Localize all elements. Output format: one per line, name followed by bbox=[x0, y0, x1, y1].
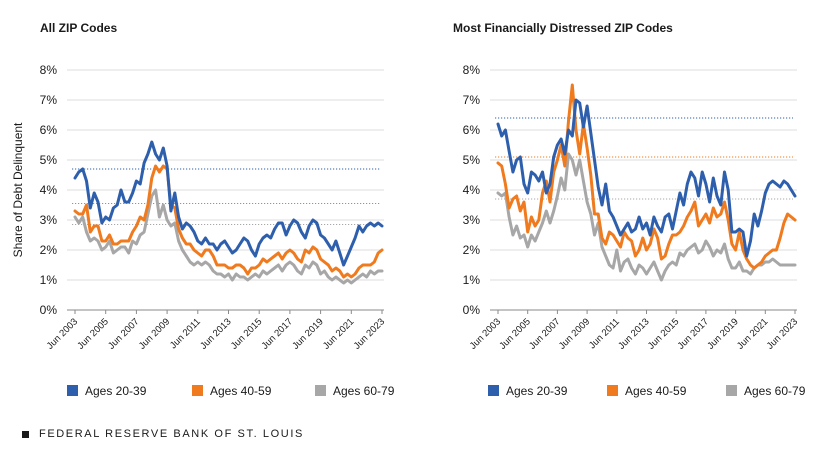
x-tick-label: Jun 2009 bbox=[557, 316, 592, 351]
y-tick-label: 0% bbox=[40, 303, 58, 317]
series-line bbox=[73, 164, 384, 279]
legend-swatch bbox=[488, 385, 499, 396]
y-tick-label: 5% bbox=[463, 153, 481, 167]
source-credit: FEDERAL RESERVE BANK OF ST. LOUIS bbox=[22, 428, 304, 440]
y-tick-label: 1% bbox=[463, 273, 481, 287]
x-tick-label: Jun 2021 bbox=[735, 316, 770, 351]
x-tick-label: Jun 2007 bbox=[106, 316, 141, 351]
legend-label: Ages 60-79 bbox=[744, 384, 806, 398]
source-text: FEDERAL RESERVE BANK OF ST. LOUIS bbox=[39, 428, 304, 440]
x-tick-label: Jun 2015 bbox=[229, 316, 264, 351]
y-tick-label: 1% bbox=[40, 273, 58, 287]
y-tick-label: 6% bbox=[463, 123, 481, 137]
series-line bbox=[496, 98, 797, 258]
x-tick-label: Jun 2005 bbox=[75, 316, 110, 351]
legend-label: Ages 60-79 bbox=[333, 384, 395, 398]
y-tick-label: 5% bbox=[40, 153, 58, 167]
y-tick-label: 8% bbox=[463, 63, 481, 77]
x-tick-label: Jun 2015 bbox=[646, 316, 681, 351]
x-tick-label: Jun 2021 bbox=[321, 316, 356, 351]
chart-title: All ZIP Codes bbox=[40, 21, 117, 35]
y-tick-label: 3% bbox=[40, 213, 58, 227]
y-tick-label: 2% bbox=[463, 243, 481, 257]
legend-swatch bbox=[315, 385, 326, 396]
x-tick-label: Jun 2003 bbox=[45, 316, 80, 351]
y-tick-label: 4% bbox=[463, 183, 481, 197]
legend-swatch bbox=[726, 385, 737, 396]
y-tick-label: 0% bbox=[463, 303, 481, 317]
chart-title: Most Financially Distressed ZIP Codes bbox=[453, 21, 673, 35]
y-tick-label: 6% bbox=[40, 123, 58, 137]
legend-label: Ages 20-39 bbox=[85, 384, 147, 398]
x-tick-label: Jun 2011 bbox=[168, 316, 203, 351]
y-tick-label: 7% bbox=[40, 93, 58, 107]
y-tick-label: 3% bbox=[463, 213, 481, 227]
series-line bbox=[496, 152, 797, 282]
x-tick-label: Jun 2009 bbox=[137, 316, 172, 351]
x-tick-label: Jun 2019 bbox=[705, 316, 740, 351]
x-tick-label: Jun 2013 bbox=[198, 316, 233, 351]
x-tick-label: Jun 2023 bbox=[765, 316, 800, 351]
x-tick-label: Jun 2005 bbox=[497, 316, 532, 351]
legend-swatch bbox=[67, 385, 78, 396]
legend-swatch bbox=[192, 385, 203, 396]
x-tick-label: Jun 2011 bbox=[587, 316, 622, 351]
y-tick-label: 7% bbox=[463, 93, 481, 107]
legend-swatch bbox=[607, 385, 618, 396]
series-line bbox=[73, 188, 384, 285]
footer-square-icon bbox=[22, 430, 29, 438]
y-tick-label: 4% bbox=[40, 183, 58, 197]
x-tick-label: Jun 2017 bbox=[676, 316, 711, 351]
x-tick-label: Jun 2003 bbox=[468, 316, 503, 351]
legend-label: Ages 40-59 bbox=[625, 384, 687, 398]
x-tick-label: Jun 2019 bbox=[290, 316, 325, 351]
y-tick-label: 8% bbox=[40, 63, 58, 77]
legend-label: Ages 20-39 bbox=[506, 384, 568, 398]
x-tick-label: Jun 2007 bbox=[527, 316, 562, 351]
x-tick-label: Jun 2013 bbox=[616, 316, 651, 351]
x-tick-label: Jun 2017 bbox=[260, 316, 295, 351]
legend-label: Ages 40-59 bbox=[210, 384, 272, 398]
x-tick-label: Jun 2023 bbox=[352, 316, 387, 351]
series-line bbox=[73, 140, 384, 267]
y-axis-title: Share of Debt Delinquent bbox=[11, 122, 25, 257]
y-tick-label: 2% bbox=[40, 243, 58, 257]
